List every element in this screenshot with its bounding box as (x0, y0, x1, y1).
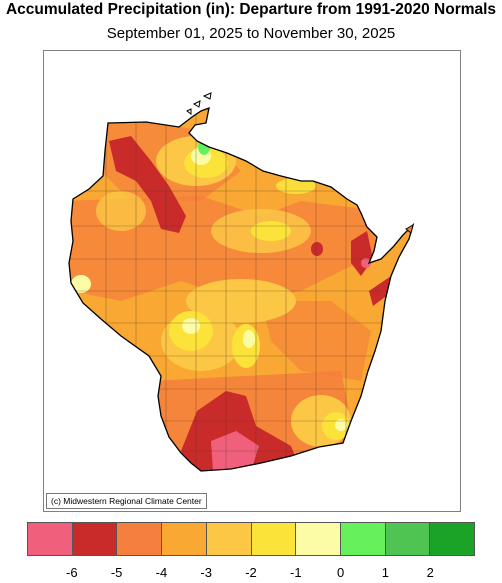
color-legend (27, 522, 475, 556)
legend-swatch (206, 523, 252, 555)
county-boundaries (69, 111, 381, 471)
legend-tick-label: 1 (381, 565, 390, 580)
legend-tick-label: -1 (290, 565, 302, 580)
legend-tick-label: -4 (155, 565, 168, 580)
legend-tick-label: -6 (66, 565, 78, 580)
legend-swatch (28, 523, 73, 555)
legend-swatch (162, 523, 207, 555)
map-panel: (c) Midwestern Regional Climate Center (43, 50, 461, 512)
legend-tick-label: -3 (200, 565, 212, 580)
legend-swatch (296, 523, 341, 555)
legend-swatch (430, 523, 475, 555)
legend-tick-label: 2 (426, 565, 434, 580)
map-subtitle: September 01, 2025 to November 30, 2025 (106, 25, 396, 42)
legend-ticks: -6 -5 -4 -3 -2 -1 0 1 2 (27, 565, 475, 581)
legend-tick-label: 0 (336, 565, 345, 580)
legend-swatch (72, 523, 118, 555)
legend-tick-label: -5 (110, 565, 123, 580)
credit-label: (c) Midwestern Regional Climate Center (46, 493, 207, 509)
washington-island (405, 223, 414, 234)
wisconsin-map (68, 92, 414, 472)
lake-superior-islands (186, 92, 212, 115)
legend-tick-label: -2 (245, 565, 257, 580)
map-title: Accumulated Precipitation (in): Departur… (5, 1, 497, 18)
legend-swatch (117, 523, 163, 555)
legend-swatch (251, 523, 297, 555)
legend-swatch (385, 523, 431, 555)
legend-swatch (340, 523, 386, 555)
